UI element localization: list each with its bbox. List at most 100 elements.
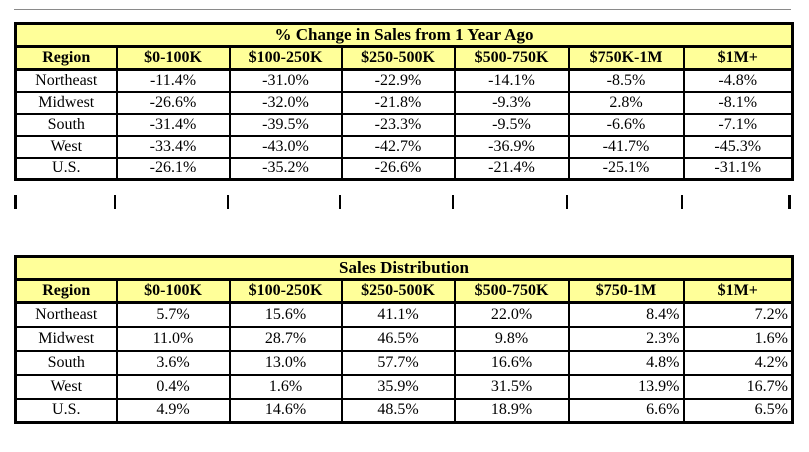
value-cell: 9.8% [453,325,570,352]
value-cell: -23.3% [340,112,456,137]
column-header-row: Region $0-100K $100-250K $250-500K $500-750K… [14,278,794,304]
column-header: $500-750K [453,278,570,304]
value-cell: -42.7% [340,134,456,159]
stub-divider [341,195,454,209]
value-cell: 2.3% [567,325,685,352]
value-cell: -9.5% [453,112,570,137]
column-header: $750K-1M [567,45,685,71]
column-header: $750-1M [567,278,685,304]
value-cell: 48.5% [340,397,456,424]
cropped-next-row-stubs [14,195,791,209]
value-cell: -26.1% [115,156,231,181]
region-cell: U.S. [14,156,118,181]
column-header: $500-750K [453,45,570,71]
table-title-row: Sales Distribution [14,255,794,281]
region-cell: Northeast [14,301,118,328]
value-cell: -35.2% [228,156,343,181]
column-header-row: Region $0-100K $100-250K $250-500K $500-750K… [14,45,794,71]
value-cell: 6.6% [567,397,685,424]
value-cell: 15.6% [228,301,343,328]
table-row: U.S. 4.9% 14.6% 48.5% 18.9% 6.6% 6.5% [14,397,794,424]
column-header: $250-500K [340,278,456,304]
value-cell: -22.9% [340,68,456,93]
value-cell: -36.9% [453,134,570,159]
value-cell: -21.8% [340,90,456,115]
table-title: Sales Distribution [14,255,794,281]
stub-divider [568,195,683,209]
value-cell: 14.6% [228,397,343,424]
value-cell: 0.4% [115,373,231,400]
value-cell: -33.4% [115,134,231,159]
value-cell: -31.4% [115,112,231,137]
region-cell: South [14,112,118,137]
value-cell: -39.5% [228,112,343,137]
region-cell: South [14,349,118,376]
table-row: Northeast 5.7% 15.6% 41.1% 22.0% 8.4% 7.2% [14,301,794,328]
value-cell: -8.1% [682,90,794,115]
value-cell: -31.0% [228,68,343,93]
table-row: U.S. -26.1% -35.2% -26.6% -21.4% -25.1% -31.1% [14,156,794,181]
value-cell: 31.5% [453,373,570,400]
value-cell: 1.6% [682,325,794,352]
value-cell: -4.8% [682,68,794,93]
table-row: West -33.4% -43.0% -42.7% -36.9% -41.7% -45.3% [14,134,794,159]
region-cell: Northeast [14,68,118,93]
value-cell: 41.1% [340,301,456,328]
value-cell: -11.4% [115,68,231,93]
sales-distribution-table: Sales Distribution Region $0-100K $100-250K… [14,255,794,424]
value-cell: 57.7% [340,349,456,376]
region-cell: West [14,373,118,400]
value-cell: 4.9% [115,397,231,424]
column-header: Region [14,278,118,304]
value-cell: -7.1% [682,112,794,137]
stub-divider [17,195,116,209]
value-cell: 16.7% [682,373,794,400]
value-cell: 5.7% [115,301,231,328]
stub-divider [229,195,341,209]
table-row: South -31.4% -39.5% -23.3% -9.5% -6.6% -7.1% [14,112,794,137]
value-cell: -14.1% [453,68,570,93]
stub-divider [116,195,229,209]
column-header: $1M+ [682,45,794,71]
value-cell: 11.0% [115,325,231,352]
value-cell: -41.7% [567,134,685,159]
value-cell: -26.6% [340,156,456,181]
region-cell: West [14,134,118,159]
value-cell: 13.9% [567,373,685,400]
value-cell: 13.0% [228,349,343,376]
table-row: Midwest 11.0% 28.7% 46.5% 9.8% 2.3% 1.6% [14,325,794,352]
table-row: South 3.6% 13.0% 57.7% 16.6% 4.8% 4.2% [14,349,794,376]
cropped-content-rule [14,9,791,10]
column-header: $0-100K [115,278,231,304]
region-cell: Midwest [14,90,118,115]
value-cell: 28.7% [228,325,343,352]
column-header: $1M+ [682,278,794,304]
value-cell: -26.6% [115,90,231,115]
value-cell: 3.6% [115,349,231,376]
table-row: Northeast -11.4% -31.0% -22.9% -14.1% -8.5% -4… [14,68,794,93]
value-cell: -6.6% [567,112,685,137]
region-cell: U.S. [14,397,118,424]
column-header: $0-100K [115,45,231,71]
value-cell: -8.5% [567,68,685,93]
table-row: Midwest -26.6% -32.0% -21.8% -9.3% 2.8% -8.1% [14,90,794,115]
value-cell: 4.8% [567,349,685,376]
table-row: West 0.4% 1.6% 35.9% 31.5% 13.9% 16.7% [14,373,794,400]
column-header: Region [14,45,118,71]
value-cell: -45.3% [682,134,794,159]
value-cell: 6.5% [682,397,794,424]
value-cell: 1.6% [228,373,343,400]
stub-divider [683,195,788,209]
value-cell: 18.9% [453,397,570,424]
column-header: $250-500K [340,45,456,71]
value-cell: 16.6% [453,349,570,376]
value-cell: 4.2% [682,349,794,376]
table-title-row: % Change in Sales from 1 Year Ago [14,22,794,48]
value-cell: -32.0% [228,90,343,115]
stub-divider [454,195,568,209]
value-cell: -9.3% [453,90,570,115]
table-title: % Change in Sales from 1 Year Ago [14,22,794,48]
column-header: $100-250K [228,278,343,304]
value-cell: -31.1% [682,156,794,181]
